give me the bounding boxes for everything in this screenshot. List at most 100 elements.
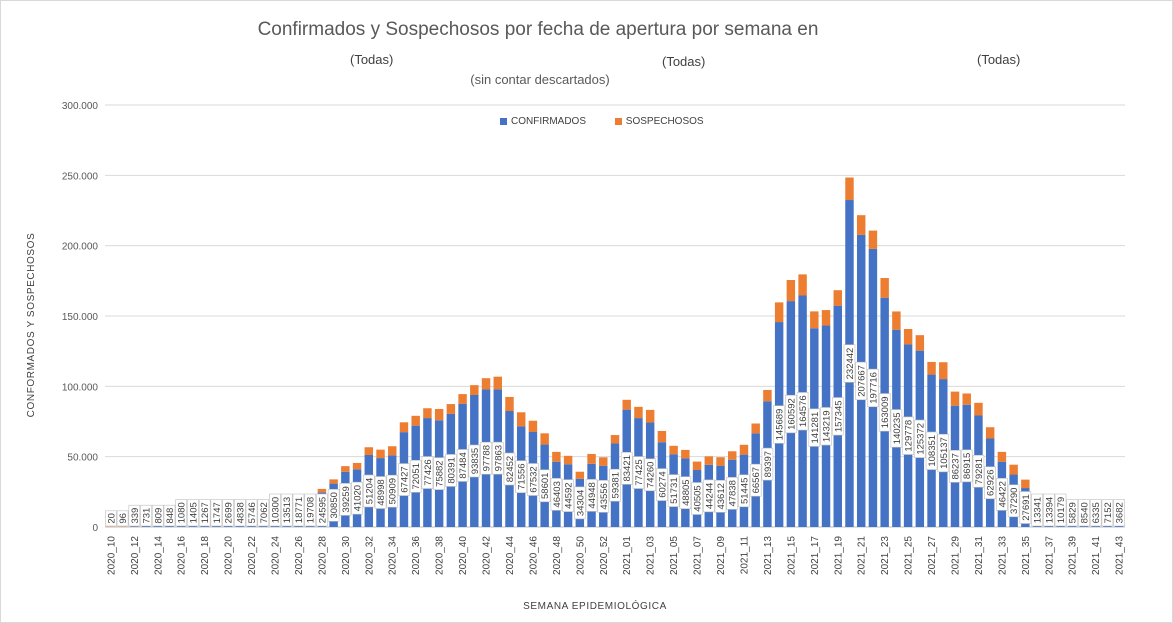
bar-sospechosos[interactable]: [692, 461, 702, 471]
bar-sospechosos[interactable]: [821, 310, 831, 326]
bar-sospechosos[interactable]: [610, 435, 620, 444]
data-label: 5829: [1066, 499, 1079, 527]
data-label-text: 809: [153, 508, 164, 524]
bar-sospechosos[interactable]: [505, 396, 514, 412]
bar-confirmados[interactable]: [153, 525, 162, 527]
bar-sospechosos[interactable]: [786, 280, 796, 302]
bar-sospechosos[interactable]: [317, 488, 327, 493]
bar-sospechosos[interactable]: [434, 409, 444, 421]
data-label: 30850: [327, 489, 340, 522]
data-label-text: 93835: [470, 448, 481, 474]
data-label-text: 44592: [564, 482, 575, 508]
data-label-box: [773, 405, 785, 444]
bar-sospechosos[interactable]: [493, 376, 502, 390]
bar-sospechosos[interactable]: [528, 420, 538, 433]
bar-sospechosos[interactable]: [341, 466, 350, 472]
data-label: 47838: [726, 477, 739, 510]
data-label: 157345: [831, 397, 844, 436]
bar-sospechosos[interactable]: [880, 278, 889, 298]
bar-sospechosos[interactable]: [364, 447, 374, 455]
bar-sospechosos[interactable]: [810, 311, 819, 329]
bar-sospechosos[interactable]: [634, 406, 643, 419]
filter-value-3[interactable]: (Todas): [977, 52, 1021, 67]
bar-sospechosos[interactable]: [388, 446, 397, 456]
data-label-text: 89397: [763, 451, 774, 477]
data-label-box: [538, 469, 551, 503]
bar-sospechosos[interactable]: [751, 423, 760, 434]
bar-confirmados[interactable]: [141, 525, 151, 527]
bar-sospechosos[interactable]: [704, 456, 714, 465]
bar-sospechosos[interactable]: [798, 274, 807, 296]
bar-sospechosos[interactable]: [657, 430, 667, 443]
data-label-box: [984, 466, 996, 500]
data-label-box: [609, 468, 621, 502]
filter-value-2[interactable]: (Todas): [662, 54, 706, 69]
bar-sospechosos[interactable]: [868, 230, 878, 249]
bar-sospechosos[interactable]: [399, 422, 409, 433]
bar-sospechosos[interactable]: [352, 462, 362, 470]
bar-sospechosos[interactable]: [645, 409, 655, 423]
data-label-text: 164576: [798, 395, 809, 427]
data-label-text: 83421: [622, 455, 633, 481]
data-label-box: [105, 510, 117, 527]
bar-sospechosos[interactable]: [1009, 464, 1018, 475]
data-label: 93835: [468, 444, 481, 478]
data-label-box: [480, 441, 492, 475]
bar-sospechosos[interactable]: [1021, 479, 1030, 489]
data-label-text: 47838: [728, 480, 739, 506]
data-label-text: 75882: [435, 460, 446, 486]
legend-item-sospechosos: SOSPECHOSOS: [614, 116, 704, 127]
bar-sospechosos[interactable]: [669, 445, 678, 455]
data-label: 141281: [808, 408, 821, 447]
bar-sospechosos[interactable]: [892, 311, 901, 330]
bar-sospechosos[interactable]: [563, 455, 573, 465]
bar-sospechosos[interactable]: [599, 457, 608, 466]
bar-sospechosos[interactable]: [774, 302, 784, 323]
bar-sospechosos[interactable]: [575, 471, 585, 479]
x-tick-label: 2020_48: [552, 536, 563, 575]
bar-sospechosos[interactable]: [974, 402, 983, 416]
bar-sospechosos[interactable]: [681, 449, 690, 459]
bar-sospechosos[interactable]: [903, 328, 913, 345]
bar-sospechosos[interactable]: [716, 457, 725, 466]
bar-sospechosos[interactable]: [622, 399, 631, 410]
bar-sospechosos[interactable]: [962, 393, 971, 405]
bar-sospechosos[interactable]: [411, 415, 420, 426]
data-label-box: [937, 433, 950, 473]
bar-sospechosos[interactable]: [845, 177, 854, 201]
data-label: 46403: [550, 478, 563, 511]
bar-sospechosos[interactable]: [552, 451, 561, 462]
bar-sospechosos[interactable]: [481, 378, 491, 390]
data-label-box: [820, 407, 832, 446]
bar-sospechosos[interactable]: [458, 394, 467, 404]
data-label: 140235: [890, 409, 903, 448]
data-label-text: 80391: [446, 457, 457, 483]
bar-sospechosos[interactable]: [833, 290, 842, 306]
data-label: 50909: [386, 474, 399, 508]
bar-sospechosos[interactable]: [856, 215, 866, 235]
data-label-box: [597, 480, 610, 513]
bar-sospechosos[interactable]: [763, 389, 772, 402]
bar-confirmados[interactable]: [165, 525, 174, 527]
bar-sospechosos[interactable]: [985, 427, 995, 439]
data-label: 232442: [843, 344, 856, 383]
bar-sospechosos[interactable]: [329, 479, 338, 484]
bar-sospechosos[interactable]: [915, 335, 925, 351]
bar-sospechosos[interactable]: [728, 451, 737, 460]
bar-sospechosos[interactable]: [516, 412, 526, 427]
filter-value-1[interactable]: (Todas): [350, 52, 394, 67]
bar-sospechosos[interactable]: [739, 444, 749, 455]
bar-sospechosos[interactable]: [540, 433, 549, 445]
x-axis-ticks: 2020_10 2020_12 2020_14 2020_16 2020_18 2020_…: [106, 536, 1125, 575]
bar-sospechosos[interactable]: [470, 385, 479, 396]
x-tick-label: 2021_29: [951, 536, 962, 575]
bar-sospechosos[interactable]: [939, 362, 948, 380]
bar-sospechosos[interactable]: [997, 451, 1007, 462]
bar-sospechosos[interactable]: [376, 449, 385, 459]
bar-sospechosos[interactable]: [950, 391, 960, 406]
bar-sospechosos[interactable]: [587, 453, 596, 464]
bar-sospechosos[interactable]: [423, 408, 432, 419]
bar-sospechosos[interactable]: [446, 404, 456, 414]
bar-sospechosos[interactable]: [927, 361, 936, 375]
